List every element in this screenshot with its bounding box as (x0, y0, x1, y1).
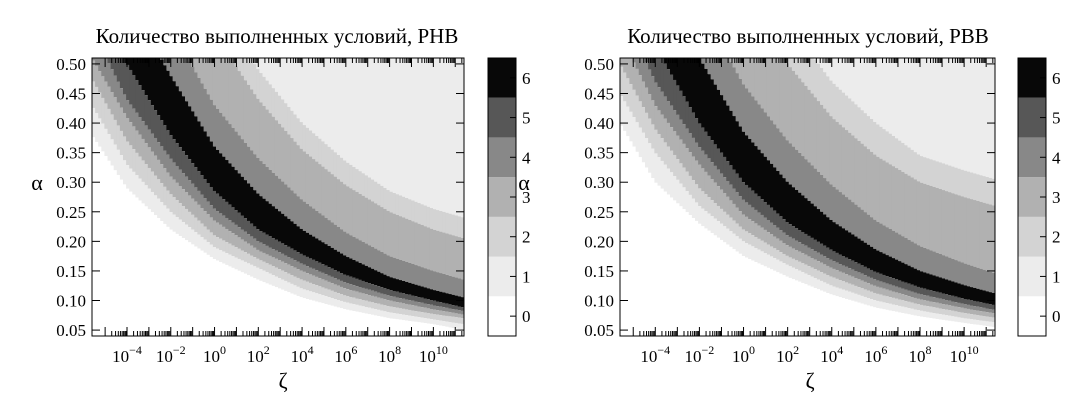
colorbar-tick-label: 1 (522, 267, 531, 286)
colorbar-tick-label: 5 (1052, 109, 1061, 128)
y-tick-label: 0.25 (584, 203, 614, 222)
x-tick-base: 10 (640, 347, 657, 366)
x-tick-base: 10 (247, 347, 264, 366)
y-tick-label: 0.45 (584, 84, 614, 103)
x-tick-base: 10 (419, 347, 436, 366)
y-tick-label: 0.05 (584, 321, 614, 340)
heatmap-bands (92, 58, 465, 336)
colorbar: 6 5 4 3 2 1 0 (1018, 58, 1061, 336)
colorbar-tick-label: 6 (1052, 69, 1061, 88)
y-tick-label: 0.15 (584, 262, 614, 281)
colorbar-tick-label: 2 (1052, 228, 1061, 247)
x-tick-exponent: −2 (173, 343, 186, 357)
x-tick-base: 10 (909, 347, 926, 366)
y-tick-label: 0.45 (56, 84, 86, 103)
x-tick-exponent: 4 (308, 343, 314, 357)
heatmap-bands (620, 58, 996, 336)
x-tick-exponent: −2 (702, 343, 715, 357)
colorbar-tick-label: 4 (1052, 148, 1061, 167)
x-tick-label: 10−4 (112, 343, 142, 366)
y-tick-label: 0.10 (584, 292, 614, 311)
x-tick-exponent: 0 (749, 343, 755, 357)
y-tick-label: 0.40 (584, 114, 614, 133)
x-tick-exponent: 4 (837, 343, 843, 357)
y-tick-label: 0.50 (584, 55, 614, 74)
y-tick-label: 0.30 (584, 173, 614, 192)
colorbar-tick-label: 6 (522, 69, 531, 88)
y-axis-label: α (31, 170, 43, 195)
x-tick-base: 10 (378, 347, 395, 366)
x-tick-base: 10 (864, 347, 881, 366)
y-tick-label: 0.10 (56, 292, 86, 311)
x-tick-label: 10−2 (685, 343, 715, 366)
x-tick-label: 102 (247, 343, 270, 366)
chart-title: Количество выполненных условий, PHB (96, 24, 459, 48)
x-tick-exponent: 0 (220, 343, 226, 357)
y-tick-label: 0.25 (56, 203, 86, 222)
x-tick-label: 1010 (950, 343, 979, 366)
x-tick-exponent: −4 (129, 343, 142, 357)
x-tick-label: 108 (909, 343, 932, 366)
y-tick-label: 0.35 (56, 144, 86, 163)
y-tick-label: 0.05 (56, 321, 86, 340)
x-tick-exponent: 2 (264, 343, 270, 357)
x-tick-base: 10 (685, 347, 702, 366)
chart-title: Количество выполненных условий, PBB (627, 24, 989, 48)
x-tick-base: 10 (112, 347, 129, 366)
x-tick-base: 10 (291, 347, 308, 366)
x-tick-label: 10−4 (640, 343, 670, 366)
x-tick-label: 100 (203, 343, 226, 366)
x-tick-exponent: 6 (881, 343, 887, 357)
y-tick-label: 0.40 (56, 114, 86, 133)
x-tick-label: 1010 (419, 343, 448, 366)
x-tick-exponent: 10 (967, 343, 979, 357)
x-tick-base: 10 (156, 347, 173, 366)
x-tick-exponent: 6 (351, 343, 357, 357)
x-tick-exponent: 10 (436, 343, 448, 357)
x-tick-label: 104 (820, 343, 843, 366)
x-axis-label: ζ (805, 368, 814, 393)
x-tick-label: 106 (334, 343, 357, 366)
colorbar-tick-label: 5 (522, 109, 531, 128)
x-tick-label: 108 (378, 343, 401, 366)
colorbar-tick-label: 4 (522, 148, 531, 167)
y-tick-label: 0.20 (584, 232, 614, 251)
x-tick-exponent: 2 (793, 343, 799, 357)
x-tick-base: 10 (820, 347, 837, 366)
x-tick-label: 104 (291, 343, 314, 366)
y-tick-label: 0.20 (56, 232, 86, 251)
band-cells (92, 58, 465, 336)
x-tick-base: 10 (203, 347, 220, 366)
chart-left: Количество выполненных условий, PHB 10−4… (31, 24, 531, 393)
x-tick-base: 10 (776, 347, 793, 366)
y-tick-label: 0.35 (584, 144, 614, 163)
band-cells (620, 58, 996, 336)
colorbar-tick-label: 0 (522, 307, 531, 326)
x-tick-exponent: 8 (395, 343, 401, 357)
y-axis-label: α (518, 170, 530, 195)
x-tick-exponent: 8 (926, 343, 932, 357)
x-tick-exponent: −4 (657, 343, 670, 357)
colorbar-tick-label: 3 (1052, 188, 1061, 207)
x-tick-base: 10 (950, 347, 967, 366)
y-tick-label: 0.50 (56, 55, 86, 74)
y-tick-label: 0.30 (56, 173, 86, 192)
x-tick-base: 10 (334, 347, 351, 366)
colorbar-tick-label: 0 (1052, 307, 1061, 326)
x-tick-label: 10−2 (156, 343, 186, 366)
x-tick-base: 10 (732, 347, 749, 366)
chart-right: Количество выполненных условий, PBB 10−4… (518, 24, 1061, 393)
x-tick-label: 106 (864, 343, 887, 366)
x-tick-label: 102 (776, 343, 799, 366)
colorbar-tick-label: 1 (1052, 267, 1061, 286)
colorbar-tick-label: 2 (522, 228, 531, 247)
x-tick-label: 100 (732, 343, 755, 366)
y-tick-label: 0.15 (56, 262, 86, 281)
x-axis-label: ζ (278, 368, 287, 393)
